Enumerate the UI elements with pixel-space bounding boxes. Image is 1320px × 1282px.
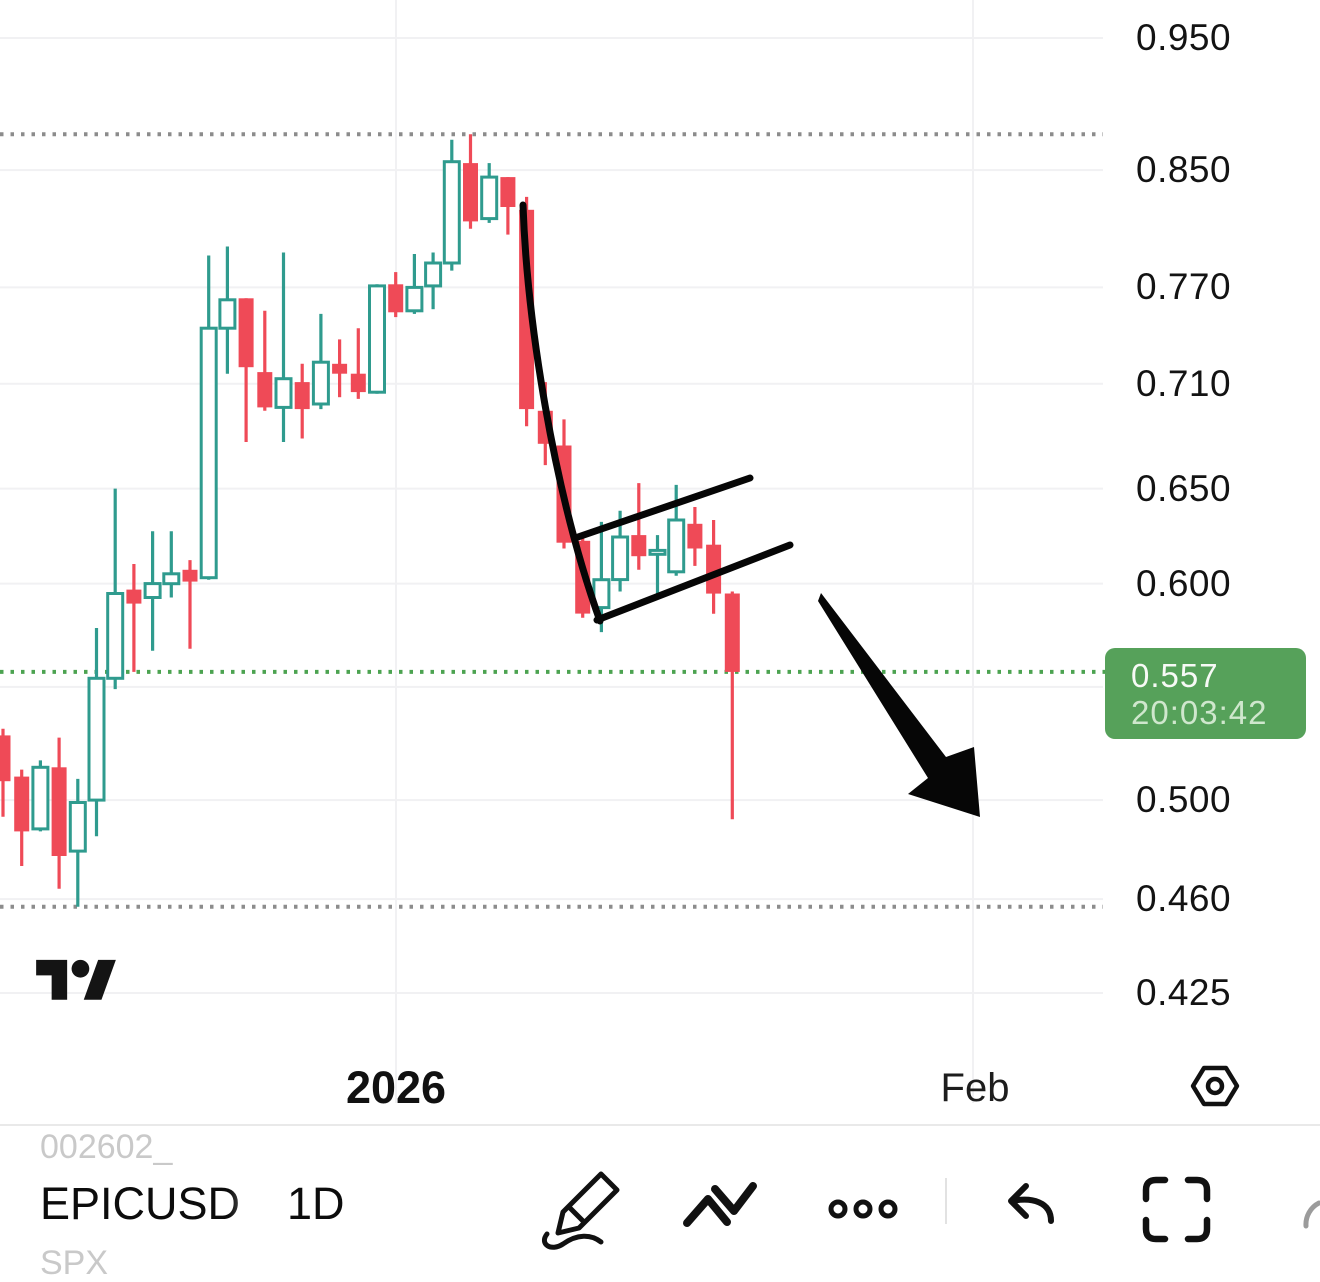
candle — [724, 591, 740, 820]
last-price-badge: 0.557 20:03:42 — [1105, 648, 1306, 739]
last-price-value: 0.557 — [1131, 656, 1219, 694]
gridlines — [0, 0, 1103, 1103]
candle — [442, 139, 461, 271]
price-axis-label: 0.460 — [1136, 878, 1232, 919]
price-axis-label: 0.650 — [1136, 468, 1232, 509]
candle — [687, 507, 703, 566]
candle — [350, 328, 366, 399]
drawings — [519, 201, 980, 817]
candle — [311, 313, 330, 410]
price-axis-label: 0.850 — [1136, 149, 1232, 190]
candle — [706, 520, 722, 614]
tradingview-logo[interactable] — [36, 951, 116, 1013]
price-axis-label: 0.425 — [1136, 972, 1232, 1013]
draw-button[interactable] — [541, 1171, 620, 1250]
candle — [424, 252, 443, 310]
price-axis-label: 0.600 — [1136, 563, 1232, 604]
candle — [274, 252, 293, 442]
candle — [0, 728, 11, 817]
candle — [106, 488, 125, 690]
impulse-trendline[interactable] — [519, 201, 604, 625]
candle — [463, 134, 478, 229]
fullscreen-button[interactable] — [1142, 1176, 1211, 1243]
candle — [51, 737, 67, 889]
bar-countdown-timer: 20:03:42 — [1131, 693, 1268, 731]
candle — [218, 246, 237, 374]
ellipsis-icon — [828, 1199, 848, 1219]
toolbar-icons — [541, 1171, 1320, 1250]
indicators-button[interactable] — [683, 1178, 761, 1227]
indicators-icon — [683, 1195, 731, 1227]
candle — [257, 310, 273, 411]
undo-button[interactable] — [1008, 1183, 1054, 1224]
candles — [0, 134, 740, 907]
symbol-previous: 002602_ — [40, 1128, 173, 1166]
candle — [592, 521, 611, 633]
time-axis-month-label: Feb — [940, 1066, 1010, 1110]
candle — [388, 272, 404, 318]
interval-button[interactable]: 1D — [287, 1178, 345, 1229]
candle — [631, 483, 647, 570]
candle — [500, 177, 516, 235]
time-axis-year-label: 2026 — [345, 1062, 447, 1113]
candle — [294, 363, 310, 439]
price-axis-label: 0.950 — [1136, 17, 1232, 58]
tv-logo-dot — [71, 959, 90, 978]
flag-lower-trendline[interactable] — [593, 541, 794, 624]
breakdown-arrow[interactable] — [818, 593, 980, 817]
candle — [182, 560, 198, 649]
symbol-current[interactable]: EPICUSD — [40, 1178, 241, 1229]
price-axis-label: 0.710 — [1136, 363, 1232, 404]
symbol-next: SPX — [40, 1244, 109, 1282]
candle — [648, 535, 667, 598]
price-scale-settings-icon[interactable] — [1189, 1062, 1241, 1110]
candlestick-chart[interactable] — [0, 0, 1320, 1124]
candle — [87, 628, 106, 837]
fullscreen-icon — [1142, 1176, 1169, 1203]
more-button[interactable] — [828, 1199, 898, 1219]
candle — [332, 339, 348, 398]
candle — [238, 298, 254, 442]
candle — [405, 254, 424, 314]
clipped-edge-icon — [1303, 1200, 1320, 1229]
candle — [480, 163, 499, 223]
candle — [368, 284, 386, 394]
candle — [14, 769, 30, 866]
candle — [162, 531, 181, 598]
flag-upper-trendline[interactable] — [574, 474, 754, 541]
toolbar-divider — [945, 1178, 947, 1224]
pencil-icon — [555, 1171, 620, 1236]
candle — [143, 531, 162, 651]
bottom-toolbar: 002602_ EPICUSD SPX 1D — [0, 1124, 1320, 1282]
candle — [199, 255, 218, 580]
tv-logo-one — [36, 959, 68, 1000]
candle — [126, 564, 142, 672]
candle — [68, 778, 87, 907]
price-axis-label: 0.770 — [1136, 266, 1232, 307]
candle — [31, 760, 50, 832]
time-axis[interactable]: 2026 Feb — [0, 1040, 1320, 1124]
tv-logo-seven — [83, 959, 116, 1000]
price-axis-label: 0.500 — [1136, 779, 1232, 820]
